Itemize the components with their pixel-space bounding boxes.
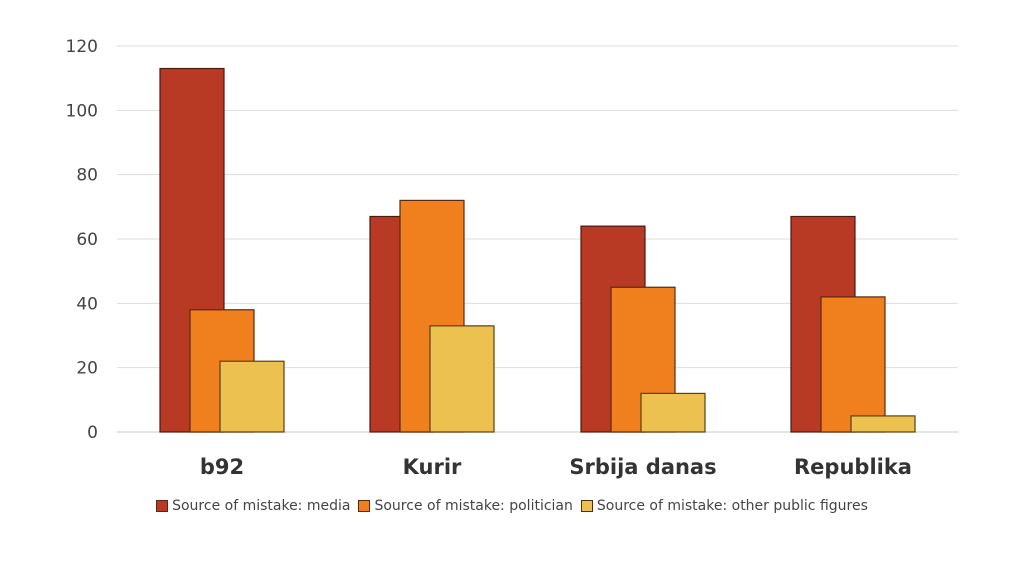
y-tick-label: 0 [87,423,98,443]
legend-swatch [156,500,169,512]
bar-b92-series-3 [219,360,285,433]
legend-label: Source of mistake: media [172,498,351,514]
legend-label: Source of mistake: politician [374,498,573,514]
x-category-label: Republika [794,455,912,479]
y-tick-label: 40 [76,294,98,314]
x-category-label: Srbija danas [569,455,716,479]
y-tick-label: 100 [66,101,98,121]
y-tick-label: 80 [76,166,98,186]
legend: Source of mistake: media Source of mistak… [0,498,1024,514]
legend-label: Source of mistake: other public figures [596,498,868,514]
y-tick-label: 20 [76,359,98,379]
bar-srbija-danas-series-3 [640,392,706,433]
bar-republika-series-2 [820,296,886,433]
legend-swatch [358,500,371,512]
bar-kurir-series-3 [429,325,495,433]
y-tick-label: 120 [66,37,98,57]
legend-item: Source of mistake: politician [358,498,573,514]
x-category-label: Kurir [403,455,462,479]
bar-republika-series-3 [850,415,916,433]
legend-item: Source of mistake: media [156,498,350,514]
x-axis: b92 Kurir Srbija danas Republika [200,455,912,479]
y-tick-label: 60 [76,230,98,250]
legend-swatch [580,500,593,512]
bars [159,67,916,433]
y-axis: 0 20 40 60 80 100 120 [66,37,98,443]
legend-item: Source of mistake: other public figures [580,498,868,514]
x-category-label: b92 [200,455,244,479]
